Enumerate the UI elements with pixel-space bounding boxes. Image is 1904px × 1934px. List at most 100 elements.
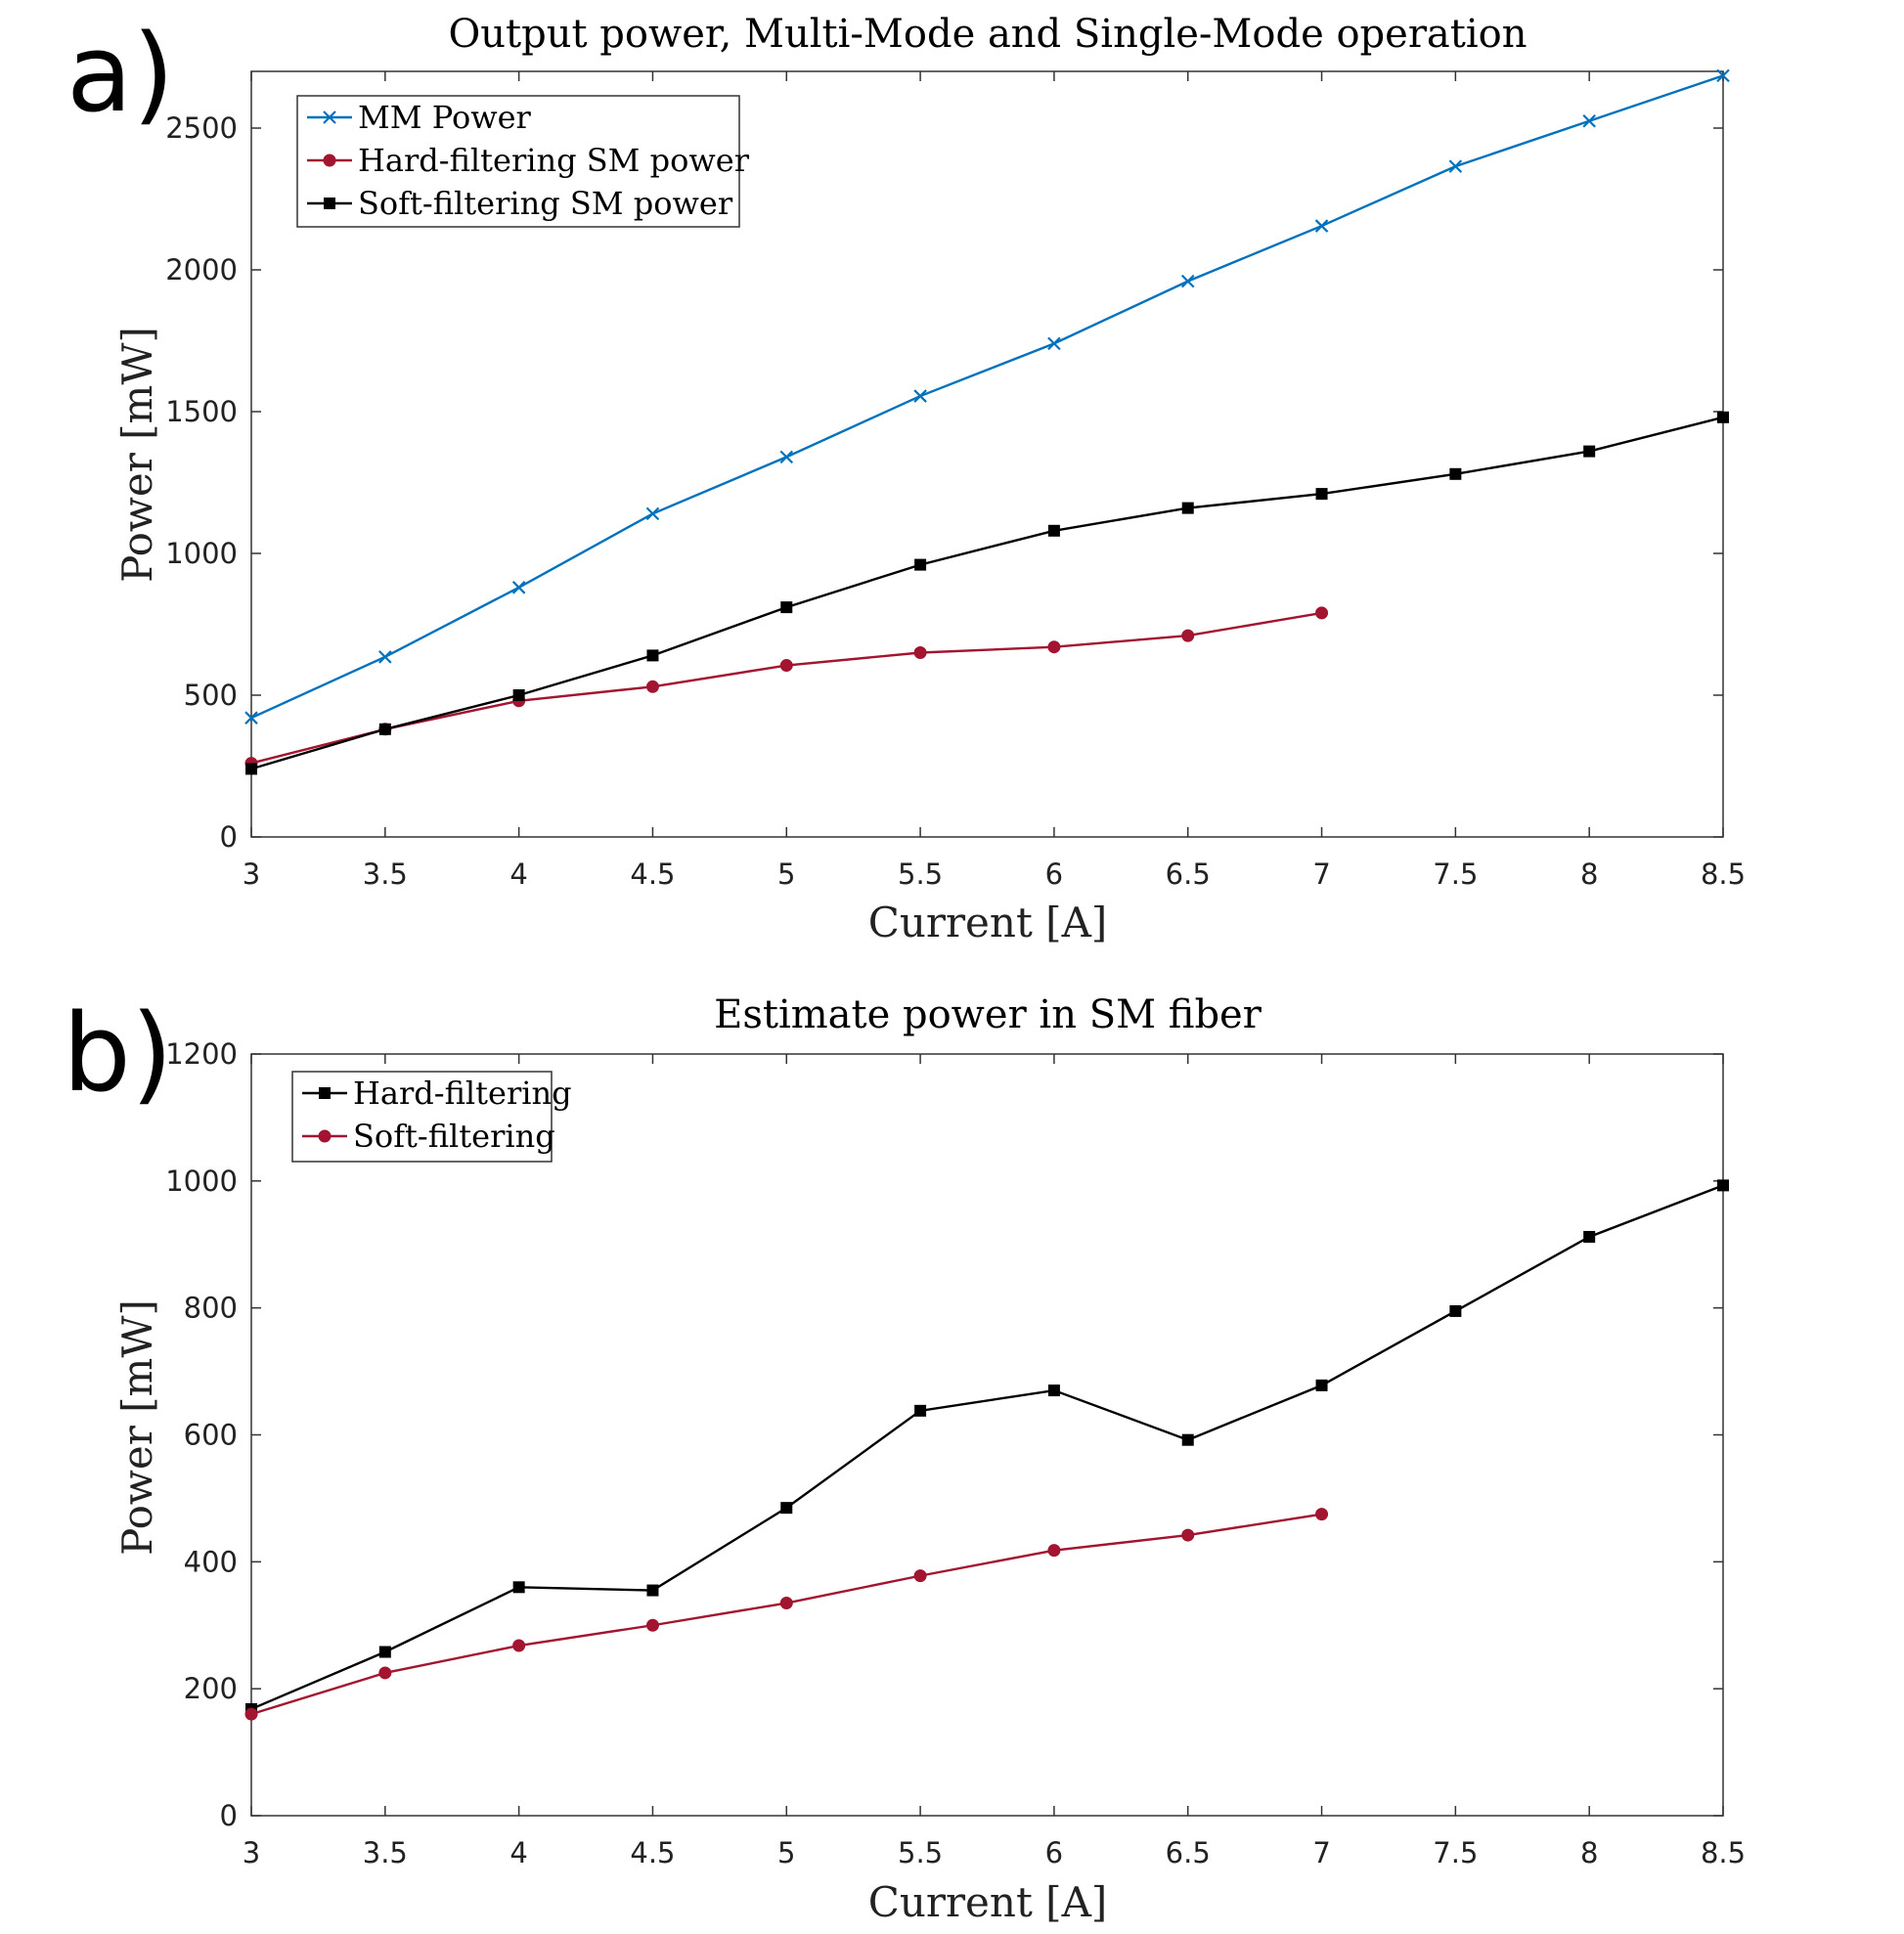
x-tick-label: 6 xyxy=(1045,1836,1063,1869)
x-tick-label: 5 xyxy=(777,857,795,891)
legend-marker xyxy=(323,154,336,167)
y-tick-label: 0 xyxy=(220,1799,238,1832)
x-tick-label: 8 xyxy=(1580,1836,1598,1869)
chart-a-plot-area xyxy=(250,70,1724,838)
data-point-0-3 xyxy=(645,506,660,521)
legend-label: Soft-filtering SM power xyxy=(358,185,733,222)
y-tick-label: 500 xyxy=(184,679,238,712)
series-line-1 xyxy=(250,611,1322,765)
x-tick-label: 6.5 xyxy=(1166,857,1211,891)
legend-b-box xyxy=(291,1071,553,1163)
data-point-1-2 xyxy=(512,1639,526,1652)
data-point-0-1 xyxy=(378,1646,391,1658)
chart-b-xlabel: Current [A] xyxy=(868,1878,1108,1926)
data-point-2-5 xyxy=(914,558,927,571)
x-tick-label: 6 xyxy=(1045,857,1063,891)
data-point-0-7 xyxy=(1181,1433,1194,1446)
data-point-1-4 xyxy=(779,1597,793,1610)
data-point-0-7 xyxy=(1180,274,1195,288)
panel-b-label: b) xyxy=(63,990,173,1116)
data-point-2-9 xyxy=(1449,467,1462,480)
data-point-2-10 xyxy=(1583,445,1596,458)
data-point-0-3 xyxy=(646,1584,659,1597)
x-tick-label: 4 xyxy=(509,857,527,891)
data-point-1-6 xyxy=(1047,640,1061,654)
data-point-0-2 xyxy=(512,1581,525,1594)
series-line-2 xyxy=(250,416,1724,770)
x-tick-label: 6.5 xyxy=(1166,1836,1211,1869)
data-point-0-10 xyxy=(1582,113,1596,128)
data-point-0-5 xyxy=(913,389,927,403)
data-point-2-1 xyxy=(378,723,391,735)
legend-a-items: MM Power Hard-filtering SM power Soft-filt… xyxy=(307,99,750,222)
data-point-2-0 xyxy=(245,763,257,775)
series-line-0 xyxy=(250,1184,1724,1711)
y-tick-label: 2000 xyxy=(165,253,238,286)
data-point-0-9 xyxy=(1448,159,1463,173)
data-point-1-3 xyxy=(645,1618,659,1632)
chart-a-ticks: 3 3.5 4 4.5 5 5.5 6 6.5 7 7.5 8 8.5 0 500 1000 1500 2000… xyxy=(165,71,1746,891)
data-point-1-7 xyxy=(1181,1528,1195,1542)
x-tick-label: 3.5 xyxy=(363,857,408,891)
chart-a-title: Output power, Multi-Mode and Single-Mode… xyxy=(448,12,1527,57)
x-tick-label: 7.5 xyxy=(1433,1836,1478,1869)
y-tick-label: 1200 xyxy=(165,1037,238,1071)
chart-b-title: Estimate power in SM fiber xyxy=(714,992,1262,1037)
data-point-1-8 xyxy=(1315,1508,1329,1521)
chart-panel-b: b) Estimate power in SM fiber 3 3.5 4 4.5 5 5… xyxy=(63,990,1746,1926)
legend-label: Soft-filtering xyxy=(353,1118,555,1155)
chart-b-ticks: 3 3.5 4 4.5 5 5.5 6 6.5 7 7.5 8 8.5 0 200 400 600 800 100… xyxy=(165,1037,1746,1869)
x-tick-label: 8.5 xyxy=(1701,1836,1746,1869)
data-point-2-8 xyxy=(1315,488,1328,501)
x-tick-label: 7 xyxy=(1312,1836,1330,1869)
chart-a-ylabel: Power [mW] xyxy=(113,327,161,583)
chart-b-plot-area xyxy=(250,1053,1724,1817)
chart-b-series-0 xyxy=(245,1179,1729,1715)
data-point-0-8 xyxy=(1314,219,1329,233)
legend-entry-1: Hard-filtering SM power xyxy=(307,142,750,179)
data-point-0-8 xyxy=(1315,1379,1328,1391)
x-tick-label: 5 xyxy=(777,1836,795,1869)
chart-b-series-1 xyxy=(244,1508,1329,1721)
data-point-1-5 xyxy=(913,646,927,659)
data-point-0-11 xyxy=(1717,1179,1729,1192)
legend-label: Hard-filtering SM power xyxy=(358,142,750,179)
data-point-1-6 xyxy=(1047,1544,1061,1558)
legend-entry-0: Hard-filtering xyxy=(302,1075,572,1112)
x-tick-label: 3.5 xyxy=(363,1836,408,1869)
x-tick-label: 5.5 xyxy=(898,857,943,891)
chart-a-series-2 xyxy=(245,411,1729,775)
y-tick-label: 1000 xyxy=(165,1165,238,1198)
series-line-1 xyxy=(250,1513,1322,1716)
y-tick-label: 0 xyxy=(220,820,238,854)
data-point-2-6 xyxy=(1047,524,1060,537)
data-point-0-1 xyxy=(378,650,392,664)
data-point-0-9 xyxy=(1449,1304,1462,1317)
x-tick-label: 5.5 xyxy=(898,1836,943,1869)
data-point-1-3 xyxy=(645,680,659,693)
legend-label: MM Power xyxy=(358,99,532,136)
legend-label: Hard-filtering xyxy=(353,1075,572,1112)
panel-a-label: a) xyxy=(66,11,174,136)
x-tick-label: 3 xyxy=(243,857,260,891)
legend-marker xyxy=(324,198,335,209)
legend-entry-2: Soft-filtering SM power xyxy=(307,185,733,222)
chart-a-series xyxy=(244,68,1730,775)
data-point-0-4 xyxy=(779,450,794,464)
x-tick-label: 7.5 xyxy=(1433,857,1478,891)
data-point-0-0 xyxy=(244,711,258,725)
data-point-1-4 xyxy=(779,659,793,673)
y-tick-label: 400 xyxy=(184,1545,238,1578)
y-tick-label: 200 xyxy=(184,1672,238,1705)
x-tick-label: 7 xyxy=(1312,857,1330,891)
legend-marker xyxy=(318,1129,332,1143)
data-point-0-6 xyxy=(1047,1385,1060,1397)
data-point-1-7 xyxy=(1181,629,1195,642)
y-tick-label: 600 xyxy=(184,1419,238,1452)
chart-a-series-1 xyxy=(244,606,1329,770)
y-tick-label: 2500 xyxy=(165,111,238,145)
y-tick-label: 1000 xyxy=(165,537,238,570)
data-point-2-2 xyxy=(512,689,525,701)
legend-entry-0: MM Power xyxy=(307,99,532,136)
